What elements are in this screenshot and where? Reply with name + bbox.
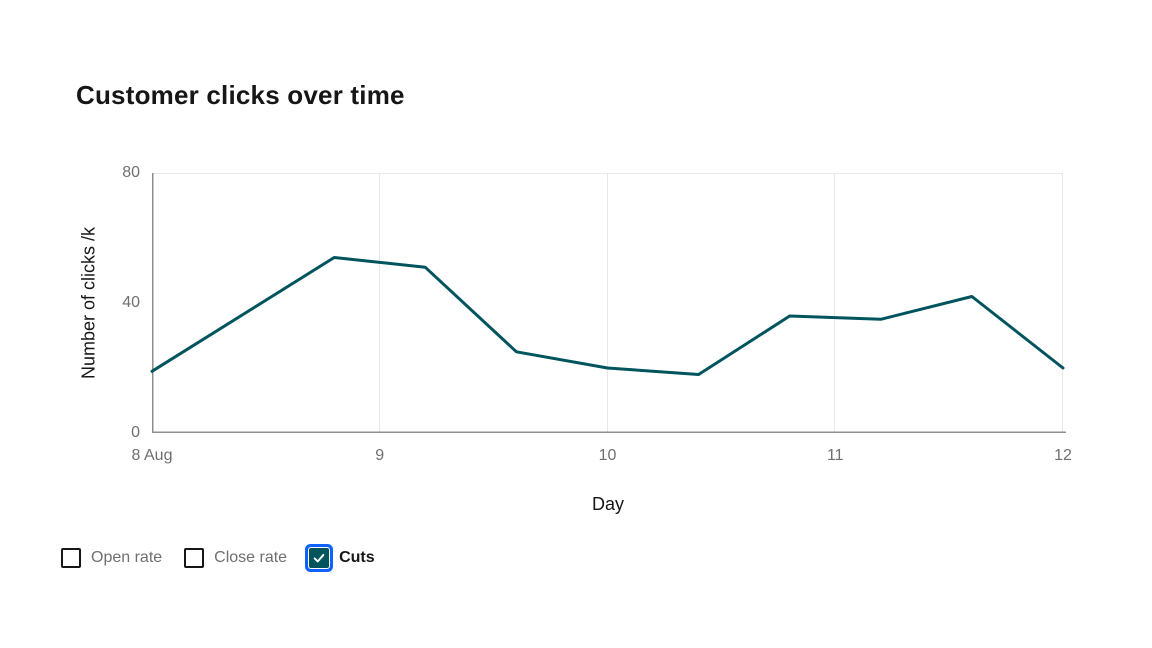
cuts-series-line <box>150 256 1065 376</box>
x-axis-title: Day <box>591 494 625 514</box>
checkmark-icon <box>313 553 325 563</box>
x-tick-label: 11 <box>826 447 844 464</box>
line-chart-plot <box>150 173 1066 433</box>
legend-item-open-rate[interactable]: Open rate <box>61 548 162 568</box>
legend-item-label: Close rate <box>214 549 288 566</box>
y-tick-label: 80 <box>122 164 140 181</box>
y-tick-label: 40 <box>122 294 140 311</box>
legend-item-cuts[interactable]: Cuts <box>309 548 375 568</box>
legend-item-label: Cuts <box>339 549 375 566</box>
legend: Open rate Close rate Cuts <box>61 548 375 568</box>
x-tick-label: 9 <box>375 447 385 464</box>
y-tick-label: 0 <box>131 424 140 441</box>
x-tick-label: 8 Aug <box>131 447 173 464</box>
checkbox-close-rate[interactable] <box>184 548 205 568</box>
legend-item-close-rate[interactable]: Close rate <box>184 548 287 568</box>
x-tick-label: 12 <box>1054 447 1072 464</box>
checkbox-cuts[interactable] <box>309 548 330 568</box>
legend-item-label: Open rate <box>91 549 163 566</box>
checkbox-open-rate[interactable] <box>61 548 81 568</box>
chart-title: Customer clicks over time <box>76 80 405 110</box>
x-tick-label: 10 <box>598 447 617 464</box>
